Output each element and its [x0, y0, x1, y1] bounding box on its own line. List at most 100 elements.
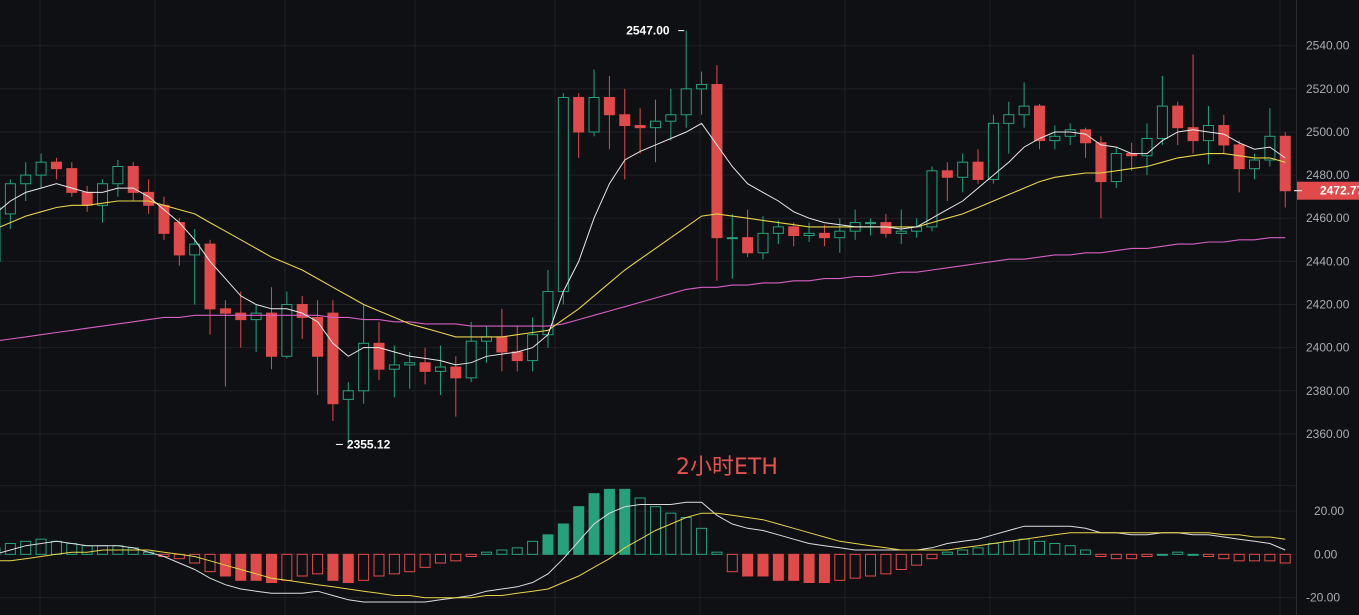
- candle: [1064, 123, 1076, 145]
- macd-bar: [465, 553, 477, 557]
- candle: [50, 157, 62, 180]
- candle: [1233, 140, 1245, 193]
- macd-bar: [788, 553, 800, 581]
- macd-bar: [680, 517, 692, 555]
- candle-body: [880, 222, 892, 234]
- candle: [849, 209, 861, 240]
- candle: [127, 162, 139, 201]
- candle: [342, 382, 354, 445]
- candle-body: [312, 316, 324, 357]
- candle: [1080, 127, 1092, 158]
- chart-grid: [0, 0, 1297, 615]
- candle: [1187, 54, 1199, 154]
- macd-bar: [1202, 553, 1214, 557]
- candle: [450, 356, 462, 417]
- macd-bar: [1033, 540, 1045, 555]
- macd-bar: [204, 553, 216, 573]
- macd-bar: [1126, 553, 1138, 560]
- macd-bar: [373, 553, 385, 577]
- macd-bar: [281, 553, 293, 581]
- macd-bar: [1156, 553, 1168, 556]
- candle: [296, 295, 308, 340]
- macd-bar: [419, 553, 431, 568]
- macd-bar: [296, 553, 308, 577]
- last-price-value: 2472.77: [1320, 184, 1359, 198]
- macd-tick-label: -20.00: [1306, 591, 1340, 605]
- candle-body: [941, 170, 953, 178]
- macd-bar: [265, 553, 277, 583]
- candle: [680, 30, 692, 128]
- candle: [388, 345, 400, 398]
- candle-body: [573, 96, 585, 133]
- candle: [511, 326, 523, 372]
- macd-bar: [665, 512, 677, 555]
- candle-body: [481, 336, 493, 342]
- ma-fast-line: [0, 122, 1286, 366]
- macd-bar: [1018, 538, 1030, 555]
- macd-bar: [1110, 553, 1122, 560]
- candle: [1279, 131, 1291, 208]
- high-price-annotation: 2547.00: [626, 24, 670, 38]
- candle: [496, 308, 508, 372]
- candle-body: [20, 174, 32, 185]
- chart-watermark: 2小时ETH: [676, 455, 778, 480]
- candle-body: [1233, 144, 1245, 170]
- macd-bar: [1141, 553, 1153, 557]
- price-tick-label: 2440.00: [1306, 254, 1350, 268]
- macd-bar: [818, 553, 830, 583]
- macd-bar: [757, 553, 769, 577]
- candle: [358, 304, 370, 404]
- candle: [803, 222, 815, 242]
- candle-body: [742, 237, 754, 254]
- candle: [219, 300, 231, 387]
- candle: [1110, 147, 1122, 189]
- candle: [434, 345, 446, 396]
- candle-body: [649, 120, 661, 129]
- candle: [1033, 103, 1045, 150]
- candle: [189, 229, 201, 305]
- candle-body: [1264, 135, 1276, 161]
- macd-bar: [895, 553, 907, 570]
- macd-bar: [1233, 553, 1245, 562]
- candle-body: [1202, 125, 1214, 142]
- candle: [327, 300, 339, 421]
- candle: [665, 88, 677, 141]
- macd-bar: [696, 527, 708, 555]
- macd-bar: [957, 549, 969, 555]
- macd-bar: [634, 497, 646, 555]
- macd-bar: [1249, 553, 1261, 562]
- candle: [112, 160, 124, 197]
- candle: [1018, 82, 1030, 128]
- macd-bar: [1187, 553, 1199, 556]
- macd-bar: [972, 547, 984, 555]
- macd-bar: [834, 553, 846, 581]
- candle-body: [235, 312, 247, 321]
- macd-bar: [388, 553, 400, 575]
- candle: [465, 321, 477, 383]
- candle-body: [50, 161, 62, 170]
- candle: [1003, 101, 1015, 154]
- macd-bar: [342, 553, 354, 583]
- price-tick-label: 2380.00: [1306, 384, 1350, 398]
- macd-bar: [434, 553, 446, 564]
- candle-body: [465, 340, 477, 379]
- candle: [634, 108, 646, 154]
- candle-body: [1141, 137, 1153, 157]
- candle: [649, 99, 661, 163]
- candle-body: [665, 114, 677, 122]
- candle-body: [250, 312, 262, 321]
- candle-body: [788, 226, 800, 236]
- candle-body: [81, 191, 93, 206]
- candle-body: [634, 125, 646, 129]
- last-price-tag-background: [1297, 181, 1359, 200]
- candle-body: [35, 161, 47, 176]
- candle-body: [680, 88, 692, 116]
- candle-body: [265, 312, 277, 357]
- ma-mid-line: [0, 153, 1286, 338]
- candle-body: [1064, 129, 1076, 137]
- macd-bar: [1049, 543, 1061, 555]
- candle: [265, 287, 277, 370]
- candle: [235, 291, 247, 348]
- macd-bar: [511, 547, 523, 555]
- candle-body: [696, 84, 708, 90]
